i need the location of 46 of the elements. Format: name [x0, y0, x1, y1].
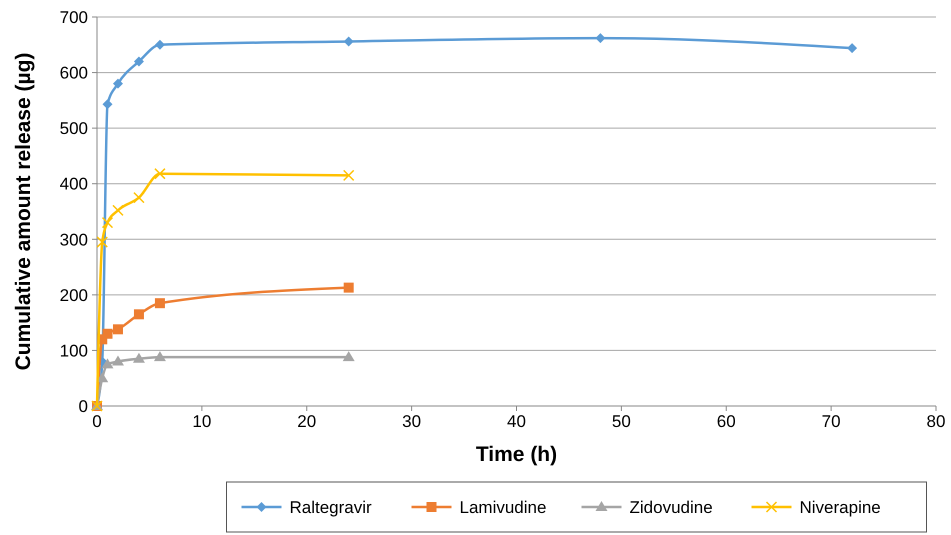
point: [102, 216, 114, 228]
point: [154, 168, 166, 180]
point: [847, 43, 858, 54]
point: [134, 56, 144, 66]
x-tick-label: 70: [822, 412, 841, 431]
point: [112, 324, 123, 334]
x-tick-label: 60: [716, 412, 736, 431]
point: [154, 351, 166, 362]
x-tick-label: 10: [192, 412, 212, 431]
legend-label: Raltegravir: [290, 498, 372, 517]
legend-label: Niverapine: [800, 498, 881, 517]
point: [112, 204, 124, 216]
point: [342, 351, 355, 362]
point: [342, 170, 354, 182]
y-tick-label: 300: [60, 230, 88, 250]
point: [102, 99, 112, 110]
y-tick-label: 400: [60, 174, 88, 194]
x-tick-label: 20: [297, 412, 316, 431]
point: [154, 40, 165, 50]
point: [133, 192, 145, 204]
x-axis-title: Time (h): [476, 443, 558, 466]
point: [112, 78, 123, 89]
x-tick-label: 30: [402, 412, 422, 431]
point: [344, 36, 354, 46]
point: [102, 328, 112, 339]
y-tick-label: 200: [60, 286, 88, 305]
y-tick-label: 600: [60, 64, 88, 83]
y-axis-title: Cumulative amount release (µg): [12, 52, 35, 370]
y-tick-label: 500: [60, 119, 88, 138]
x-tick-label: 80: [926, 412, 946, 431]
x-tick-label: 40: [507, 412, 526, 431]
point: [132, 352, 145, 363]
y-tick-label: 100: [60, 341, 88, 360]
legend-label: Zidovudine: [630, 498, 713, 517]
point: [101, 358, 114, 368]
y-tick-label: 700: [60, 8, 88, 27]
y-tick-label: 0: [78, 397, 88, 416]
x-tick-label: 50: [612, 412, 631, 431]
x-tick-label: 0: [92, 412, 102, 431]
point: [344, 282, 354, 293]
point: [595, 33, 606, 44]
point: [96, 236, 108, 248]
point: [154, 298, 165, 308]
legend-label: Lamivudine: [460, 498, 546, 517]
point: [134, 309, 144, 320]
point: [112, 356, 124, 366]
